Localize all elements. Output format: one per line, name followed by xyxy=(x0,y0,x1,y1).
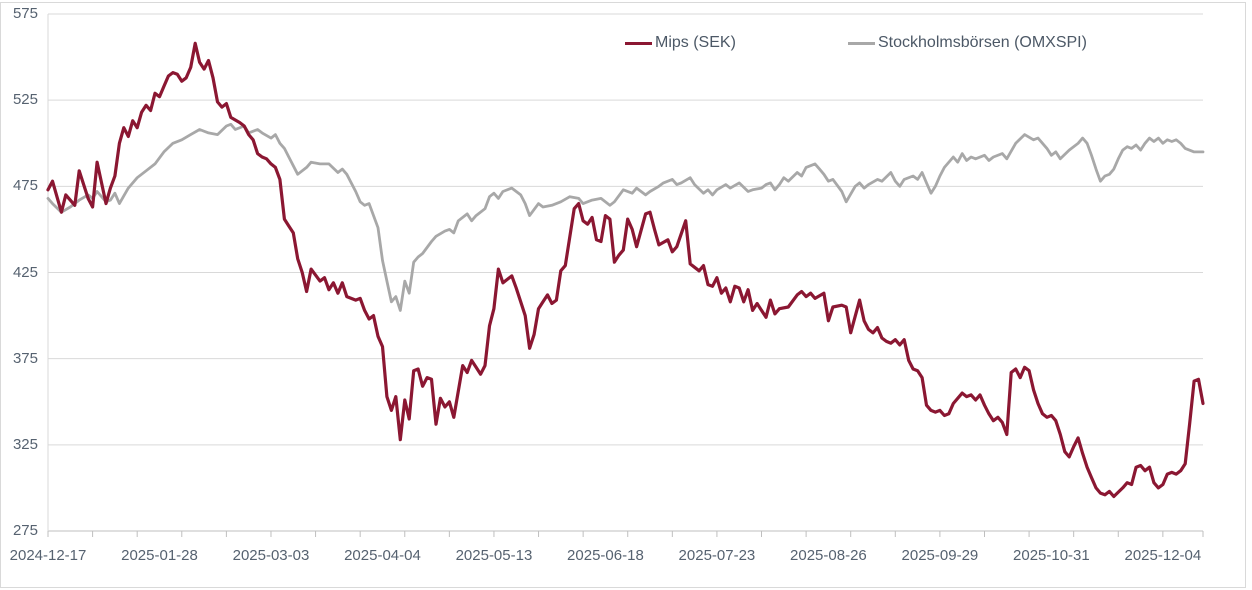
x-axis-label: 2025-01-28 xyxy=(121,547,198,564)
x-axis-label: 2025-09-29 xyxy=(901,547,979,564)
x-axis-label: 2025-10-31 xyxy=(1013,547,1090,564)
x-axis-label: 2024-12-17 xyxy=(9,547,87,564)
legend-label-mips: Mips (SEK) xyxy=(655,34,736,51)
legend-item-mips[interactable]: Mips (SEK) xyxy=(625,33,736,53)
y-axis-label: 375 xyxy=(12,349,38,367)
x-axis-label: 2025-06-18 xyxy=(567,547,644,564)
legend-item-omxspi[interactable]: Stockholmsbörsen (OMXSPI) xyxy=(848,33,1087,53)
y-axis-label: 525 xyxy=(12,91,38,109)
legend-label-omxspi: Stockholmsbörsen (OMXSPI) xyxy=(878,34,1087,51)
x-axis-label: 2025-04-04 xyxy=(344,547,421,564)
y-axis-label: 475 xyxy=(12,177,38,195)
y-axis-label: 275 xyxy=(12,522,38,539)
x-axis-label: 2025-08-26 xyxy=(790,547,867,564)
y-axis-label: 575 xyxy=(12,5,38,22)
x-axis-label: 2025-03-03 xyxy=(232,547,310,564)
y-axis-label: 425 xyxy=(12,263,38,281)
mips-line-swatch-icon xyxy=(625,41,652,45)
x-axis-label: 2025-07-23 xyxy=(678,547,756,564)
x-axis-label: 2025-05-13 xyxy=(455,547,533,564)
y-axis-label: 325 xyxy=(12,435,38,453)
legend: Mips (SEK) Stockholmsbörsen (OMXSPI) xyxy=(0,33,1252,53)
x-axis-label: 2025-12-04 xyxy=(1124,547,1202,564)
omxspi-line-swatch-icon xyxy=(848,41,875,45)
